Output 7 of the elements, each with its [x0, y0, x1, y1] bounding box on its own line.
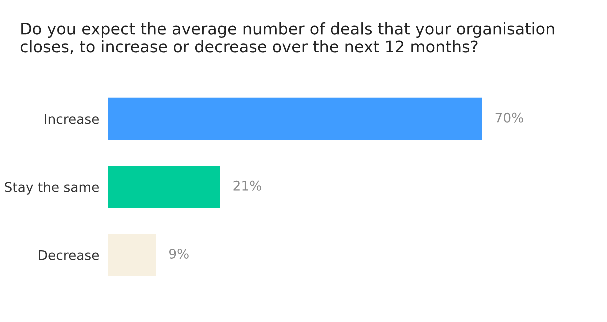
y-tick-label: Increase — [45, 114, 100, 124]
data-label: 9% — [169, 248, 189, 259]
data-label: 70% — [496, 112, 524, 123]
y-tick-label: Stay the same — [5, 182, 100, 195]
y-tick-label: Decrease — [39, 250, 100, 260]
chart-title: Do you expect the average number of deals that your organisation closes, to increase or decrease over the next 12 months? — [20, 22, 554, 54]
data-label: 21% — [234, 180, 262, 191]
